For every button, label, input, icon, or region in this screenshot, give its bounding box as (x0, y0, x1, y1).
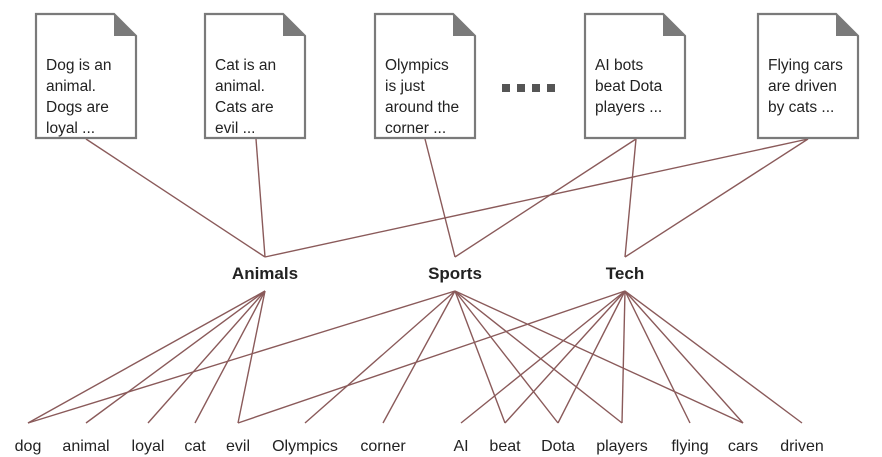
document-text-line: corner ... (385, 120, 446, 137)
ellipsis-dot (502, 84, 510, 92)
word-evil: evil (226, 438, 250, 455)
edge-sports-olympics (304, 290, 456, 424)
document-text-line: Flying cars (768, 57, 843, 74)
word-cat: cat (184, 438, 206, 455)
word-loyal: loyal (132, 438, 165, 455)
document-text-line: players ... (595, 99, 662, 116)
document-icon (756, 12, 860, 140)
word-driven: driven (780, 438, 824, 455)
documents-ellipsis (502, 84, 555, 92)
edge-doc-5-animals (264, 138, 809, 258)
document-icon (34, 12, 138, 140)
edge-animals-dog (27, 290, 266, 424)
word-players: players (596, 438, 648, 455)
document-2: Cat is an animal. Cats are evil ... (203, 12, 307, 140)
word-ai: AI (453, 438, 468, 455)
edge-doc-3-sports (424, 138, 456, 258)
document-text-line: around the (385, 99, 459, 116)
edge-tech-flying (624, 290, 691, 424)
document-icon (583, 12, 687, 140)
topic-tech: Tech (606, 264, 644, 283)
document-text-line: Cat is an (215, 57, 276, 74)
edge-animals-loyal (147, 290, 266, 424)
edge-tech-dota (557, 290, 626, 424)
document-text-line: loyal ... (46, 120, 95, 137)
edge-doc-5-tech (624, 138, 809, 258)
document-text-line: animal. (215, 78, 265, 95)
document-text-line: Dog is an (46, 57, 111, 74)
word-olympics: Olympics (272, 438, 338, 455)
page-fold-icon (453, 14, 475, 36)
page-fold-icon (283, 14, 305, 36)
word-dog: dog (15, 438, 42, 455)
document-text-line: Cats are (215, 99, 274, 116)
edge-sports-dota (454, 290, 559, 424)
document-icon (373, 12, 477, 140)
document-4: AI bots beat Dota players ... (583, 12, 687, 140)
word-dota: Dota (541, 438, 575, 455)
page-fold-icon (663, 14, 685, 36)
topic-animals: Animals (232, 264, 298, 283)
word-flying: flying (671, 438, 708, 455)
documents-layer: Dog is an animal. Dogs are loyal ... Cat is … (34, 12, 860, 140)
document-5: Flying cars are driven by cats ... (756, 12, 860, 140)
document-text-line: AI bots (595, 57, 643, 74)
document-text-line: is just (385, 78, 425, 95)
edge-sports-dog (27, 290, 456, 424)
ellipsis-dot (547, 84, 555, 92)
edge-doc-2-animals (255, 138, 266, 258)
word-animal: animal (62, 438, 109, 455)
edge-doc-1-animals (85, 138, 266, 258)
document-text-line: beat Dota (595, 78, 663, 95)
edge-animals-evil (237, 290, 266, 424)
edge-tech-cars (624, 290, 744, 424)
edge-sports-corner (382, 290, 456, 424)
document-text-line: are driven (768, 78, 837, 95)
edge-tech-evil (237, 290, 626, 424)
edge-animals-animal (85, 290, 266, 424)
page-fold-icon (836, 14, 858, 36)
word-beat: beat (489, 438, 521, 455)
edge-tech-driven (624, 290, 803, 424)
edge-animals-cat (194, 290, 266, 424)
ellipsis-dot (517, 84, 525, 92)
words-layer: dog animal loyal cat evil Olympics corner AI bea… (15, 438, 824, 455)
edge-sports-beat (454, 290, 506, 424)
topics-layer: Animals Sports Tech (232, 264, 644, 283)
document-icon (203, 12, 307, 140)
page-fold-icon (114, 14, 136, 36)
edge-tech-players (621, 290, 626, 424)
edge-sports-cars (454, 290, 744, 424)
document-text-line: animal. (46, 78, 96, 95)
edge-doc-4-sports (454, 138, 637, 258)
edges-layer (27, 138, 809, 424)
document-text-line: by cats ... (768, 99, 834, 116)
document-text-line: Olympics (385, 57, 449, 74)
edge-tech-beat (504, 290, 626, 424)
document-text-line: evil ... (215, 120, 255, 137)
word-corner: corner (360, 438, 406, 455)
word-cars: cars (728, 438, 758, 455)
document-text-line: Dogs are (46, 99, 109, 116)
topic-sports: Sports (428, 264, 482, 283)
edge-sports-players (454, 290, 623, 424)
document-1: Dog is an animal. Dogs are loyal ... (34, 12, 138, 140)
ellipsis-dot (532, 84, 540, 92)
edge-doc-4-tech (624, 138, 637, 258)
document-3: Olympics is just around the corner ... (373, 12, 477, 140)
edge-tech-ai (460, 290, 626, 424)
